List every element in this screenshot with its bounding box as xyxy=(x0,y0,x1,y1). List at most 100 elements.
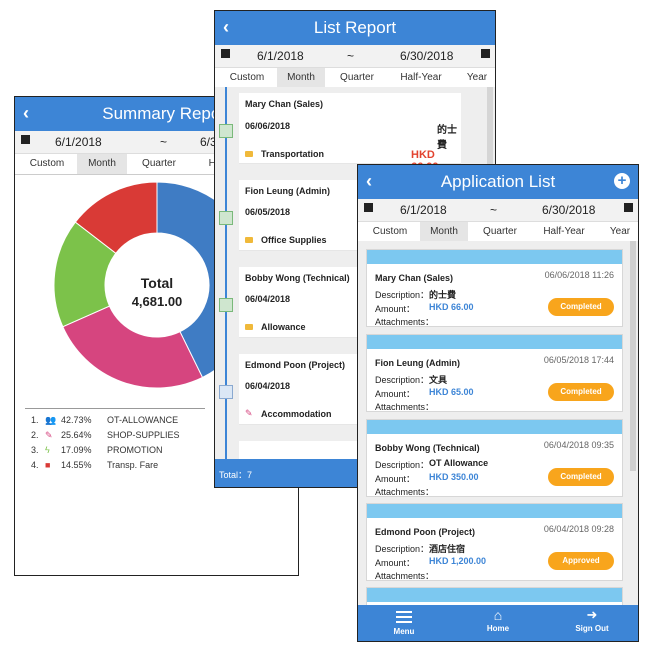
timeline-line xyxy=(225,87,227,459)
home-icon: ⌂ xyxy=(493,607,503,623)
calendar-icon[interactable] xyxy=(221,49,230,58)
amount-label: Amount： xyxy=(375,474,416,484)
tab-month[interactable]: Month xyxy=(77,154,127,174)
applicant-name: Mary Chan (Sales) xyxy=(375,273,454,283)
legend-number: 1. xyxy=(31,415,39,425)
pie-slice-transp-fare[interactable] xyxy=(74,181,158,254)
summary-title: Summary Report xyxy=(102,104,231,123)
legend-item: 4. ■ 14.55% Transp. Fare xyxy=(31,460,281,474)
calendar-icon[interactable] xyxy=(624,203,633,212)
nav-home[interactable]: ⌂ Home xyxy=(468,605,528,633)
lr-date-to[interactable]: 6/30/2018 xyxy=(400,49,454,63)
app-list-tabs: Custom Month Quarter Half-Year Year xyxy=(358,222,638,243)
tab-half-year[interactable]: Half-Year xyxy=(400,72,442,83)
lr-item-date: 06/05/2018 xyxy=(245,207,291,217)
application-card[interactable]: Bobby Wong (Technical) 06/04/2018 09:35 De… xyxy=(366,419,623,497)
nav-sign-out[interactable]: ➜ Sign Out xyxy=(562,605,622,633)
list-report-tabs: Custom Month Quarter Half-Year Year xyxy=(215,68,495,89)
lr-item-name: Edmond Poon (Project) xyxy=(245,360,345,370)
attachments-label: Attachments： xyxy=(375,571,435,581)
amount-label: Amount： xyxy=(375,304,416,314)
back-icon[interactable]: ‹ xyxy=(23,103,29,123)
back-icon[interactable]: ‹ xyxy=(366,171,372,191)
legend-percent: 42.73% xyxy=(61,415,92,425)
application-datetime: 06/05/2018 17:44 xyxy=(543,355,614,365)
tab-year[interactable]: Year xyxy=(466,72,488,83)
card-band xyxy=(367,335,622,349)
calendar-check-icon xyxy=(219,124,233,138)
lr-item-category: Transportation xyxy=(261,149,325,159)
attachments-label: Attachments： xyxy=(375,487,435,497)
legend-label: Transp. Fare xyxy=(107,460,159,470)
applicant-name: Edmond Poon (Project) xyxy=(375,527,475,537)
card-band xyxy=(367,420,622,434)
summary-date-from[interactable]: 6/1/2018 xyxy=(55,135,102,149)
description-value: OT Allowance xyxy=(429,458,489,468)
lr-item-date: 06/04/2018 xyxy=(245,294,291,304)
paperclip-icon: ✎ xyxy=(245,408,253,418)
lr-item-category: Accommodation xyxy=(261,409,332,419)
amount-value: HKD 65.00 xyxy=(429,387,474,397)
tab-quarter[interactable]: Quarter xyxy=(483,226,517,237)
folder-icon xyxy=(245,151,253,157)
legend-percent: 14.55% xyxy=(61,460,92,470)
nav-home-label: Home xyxy=(486,624,510,633)
legend-item: 1. 👥 42.73% OT-ALLOWANCE xyxy=(31,415,281,429)
status-badge: Completed xyxy=(548,298,614,316)
back-icon[interactable]: ‹ xyxy=(223,17,229,37)
summary-date-to[interactable]: 6/3 xyxy=(200,135,217,149)
legend-item: 2. ✎ 25.64% SHOP-SUPPLIES xyxy=(31,430,281,444)
application-list-screen: ‹ Application List + 6/1/2018 ~ 6/30/201… xyxy=(357,164,639,642)
application-card[interactable] xyxy=(366,587,623,607)
al-date-from[interactable]: 6/1/2018 xyxy=(400,203,447,217)
tab-custom[interactable]: Custom xyxy=(29,158,65,169)
add-icon[interactable]: + xyxy=(614,173,630,189)
lr-item-date: 06/06/2018 xyxy=(245,121,291,131)
tab-quarter[interactable]: Quarter xyxy=(340,72,374,83)
application-card[interactable]: Mary Chan (Sales) 06/06/2018 11:26 Descrip… xyxy=(366,249,623,327)
folder-icon xyxy=(245,324,253,330)
donut-center-value: 4,681.00 xyxy=(132,294,183,309)
tab-half-year[interactable]: Half-Year xyxy=(543,226,585,237)
calendar-icon[interactable] xyxy=(21,135,30,144)
al-tilde: ~ xyxy=(490,203,498,217)
users-icon: 👥 xyxy=(45,415,57,425)
lr-item-name: Bobby Wong (Technical) xyxy=(245,273,350,283)
list-item[interactable]: Mary Chan (Sales) 06/06/2018 的士費 Transpo… xyxy=(239,93,461,173)
description-label: Description： xyxy=(375,544,430,554)
al-date-to[interactable]: 6/30/2018 xyxy=(542,203,596,217)
tab-year[interactable]: Year xyxy=(609,226,631,237)
tab-month[interactable]: Month xyxy=(420,222,468,242)
lr-tilde: ~ xyxy=(347,49,355,63)
sign-out-icon: ➜ xyxy=(586,607,598,622)
lr-date-from[interactable]: 6/1/2018 xyxy=(257,49,304,63)
tab-custom[interactable]: Custom xyxy=(229,72,265,83)
legend-number: 4. xyxy=(31,460,39,470)
calendar-icon[interactable] xyxy=(364,203,373,212)
folder-icon xyxy=(245,237,253,243)
nav-sign-out-label: Sign Out xyxy=(575,624,609,633)
attachments-label: Attachments： xyxy=(375,402,435,412)
tab-month[interactable]: Month xyxy=(277,68,325,88)
lr-item-desc: 的士費 xyxy=(437,125,457,151)
app-list-body: Mary Chan (Sales) 06/06/2018 11:26 Descrip… xyxy=(358,241,638,607)
application-datetime: 06/04/2018 09:35 xyxy=(543,440,614,450)
amount-value: HKD 66.00 xyxy=(429,302,474,312)
application-card[interactable]: Edmond Poon (Project) 06/04/2018 09:28 Des… xyxy=(366,503,623,581)
lr-item-name: Mary Chan (Sales) xyxy=(245,99,324,109)
lr-total: Total：7 xyxy=(219,470,253,480)
pie-slice-shop-supplies[interactable] xyxy=(62,305,204,389)
description-label: Description： xyxy=(375,460,430,470)
status-badge: Approved xyxy=(548,552,614,570)
tab-custom[interactable]: Custom xyxy=(372,226,408,237)
calendar-icon[interactable] xyxy=(481,49,490,58)
legend-divider xyxy=(25,408,205,409)
description-value: 的士費 xyxy=(429,290,457,300)
application-card[interactable]: Fion Leung (Admin) 06/05/2018 17:44 Descri… xyxy=(366,334,623,412)
tab-quarter[interactable]: Quarter xyxy=(142,158,176,169)
nav-menu[interactable]: Menu xyxy=(374,605,434,636)
scrollbar[interactable] xyxy=(630,241,636,471)
list-report-header: ‹ List Report xyxy=(215,11,495,45)
bolt-icon: ϟ xyxy=(45,445,50,455)
lr-item-date: 06/04/2018 xyxy=(245,381,291,391)
